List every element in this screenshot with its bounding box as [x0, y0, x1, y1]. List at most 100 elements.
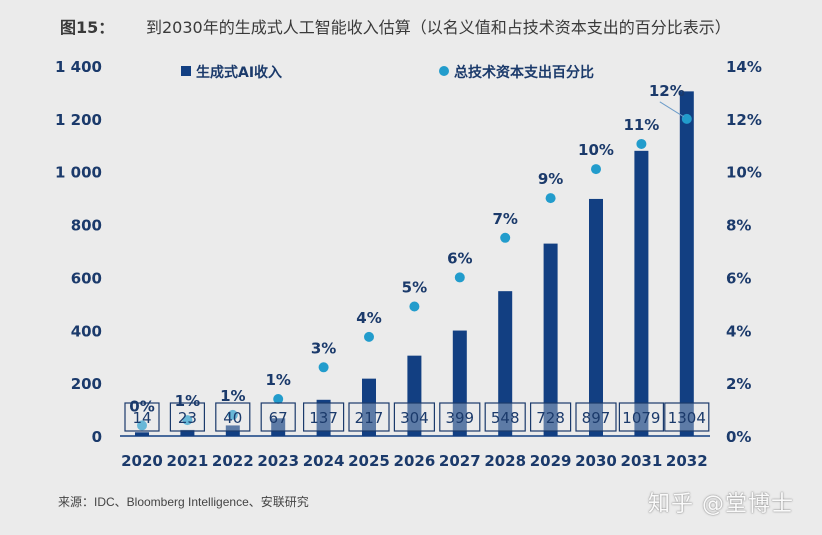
- percent-label: 12%: [649, 82, 685, 100]
- x-tick-label: 2031: [621, 452, 663, 470]
- bar-value-labels: 14 23 40 67 137 217 304 399 548 728 897 1079 1304: [124, 402, 710, 432]
- bar-value-label: 897: [582, 409, 611, 427]
- value-box: [575, 402, 617, 432]
- x-tick-label: 2025: [348, 452, 390, 470]
- bar: [589, 198, 603, 436]
- value-box: [260, 402, 296, 432]
- bar-value-label: 40: [223, 409, 242, 427]
- bar-value-label: 1304: [668, 409, 706, 427]
- percent-label: 9%: [538, 170, 563, 188]
- value-box: [393, 402, 435, 432]
- percent-dot: [318, 362, 329, 373]
- legend-dot-swatch: [439, 66, 449, 76]
- right-tick-label: 2%: [726, 375, 751, 393]
- x-tick-label: 2032: [666, 452, 708, 470]
- left-tick-label: 800: [71, 217, 102, 235]
- right-tick-label: 12%: [726, 111, 762, 129]
- bar-value-label: 67: [269, 409, 288, 427]
- value-box: [215, 402, 251, 432]
- right-tick-label: 4%: [726, 322, 751, 340]
- percent-label: 7%: [492, 210, 517, 228]
- watermark: 知乎 @堂博士: [648, 492, 794, 517]
- leader-line: [659, 101, 685, 118]
- left-axis: 0 200 400 600 800 1 000 1 200 1 400: [55, 58, 102, 446]
- bar-value-label: 217: [355, 409, 384, 427]
- bar: [407, 355, 422, 436]
- x-tick-label: 2021: [167, 452, 209, 470]
- value-box: [618, 402, 665, 432]
- percent-dot: [545, 193, 556, 204]
- bar: [679, 91, 694, 436]
- left-tick-label: 400: [71, 322, 102, 340]
- percent-dot: [182, 415, 193, 426]
- percent-label: 3%: [311, 339, 336, 357]
- percent-label: 5%: [402, 279, 427, 297]
- bar-series: [135, 91, 694, 437]
- legend-bar-label: 生成式AI收入: [196, 64, 282, 81]
- bar-value-label: 399: [445, 409, 474, 427]
- bar-value-label: 728: [536, 409, 565, 427]
- percent-label: 1%: [265, 371, 290, 389]
- value-box: [169, 402, 205, 432]
- value-box: [529, 402, 572, 432]
- bar: [498, 291, 513, 436]
- percent-label: 11%: [623, 116, 659, 134]
- percent-label: 6%: [447, 249, 472, 267]
- percent-dot: [137, 420, 147, 431]
- x-tick-label: 2027: [439, 452, 481, 470]
- bar: [180, 429, 195, 436]
- bar: [634, 150, 649, 437]
- percent-dot: [273, 394, 284, 404]
- value-box: [664, 402, 710, 432]
- percent-dot: [500, 232, 511, 243]
- title-text: 到2030年的生成式人工智能收入估算（以名义值和占技术资本支出的百分比表示）: [146, 18, 731, 37]
- right-tick-label: 14%: [726, 58, 762, 76]
- value-box: [303, 402, 345, 432]
- legend-bar-swatch: [181, 66, 191, 76]
- left-tick-label: 1 000: [55, 164, 102, 182]
- right-tick-label: 10%: [726, 164, 762, 182]
- bar: [452, 330, 467, 436]
- x-tick-label: 2026: [394, 452, 436, 470]
- percent-dot: [227, 409, 238, 420]
- x-tick-label: 2020: [121, 452, 163, 470]
- left-tick-label: 1 200: [55, 111, 102, 129]
- x-tick-label: 2024: [303, 452, 345, 470]
- right-tick-label: 6%: [726, 269, 751, 287]
- x-axis: 2020 2021 2022 2023 2024 2025 2026 2027 2028 2029…: [121, 452, 708, 470]
- right-axis: 0% 2% 4% 6% 8% 10% 12% 14%: [726, 58, 762, 446]
- percent-dot: [364, 331, 374, 342]
- x-tick-label: 2022: [212, 452, 254, 470]
- bar: [135, 432, 149, 436]
- legend: 生成式AI收入 总技术资本支出百分比: [181, 64, 594, 81]
- x-tick-label: 2028: [484, 452, 526, 470]
- x-tick-label: 2023: [257, 452, 299, 470]
- percent-label: 10%: [578, 141, 614, 159]
- right-tick-label: 0%: [726, 428, 751, 446]
- bar-value-label: 14: [132, 409, 151, 427]
- percent-label: 0%: [129, 397, 154, 415]
- bar-value-label: 137: [309, 409, 338, 427]
- x-tick-label: 2030: [575, 452, 617, 470]
- value-box: [124, 402, 160, 432]
- value-box: [348, 402, 390, 432]
- left-tick-label: 600: [71, 269, 102, 287]
- left-tick-label: 200: [71, 375, 102, 393]
- percent-label: 1%: [175, 392, 200, 410]
- source-note: 来源：IDC、Bloomberg Intelligence、安联研究: [58, 495, 309, 509]
- figure-label: 图15：: [60, 18, 115, 37]
- dot-series: [137, 113, 692, 431]
- bar: [316, 399, 331, 436]
- bar-value-label: 304: [400, 409, 429, 427]
- bar: [362, 378, 376, 436]
- right-tick-label: 8%: [726, 217, 751, 235]
- percent-dot: [636, 138, 647, 149]
- x-tick-label: 2029: [530, 452, 572, 470]
- bar-value-label: 1079: [622, 409, 660, 427]
- left-tick-label: 1 400: [55, 58, 102, 76]
- bar-value-label: 548: [491, 409, 520, 427]
- percent-labels: 0% 1% 1% 1% 3% 4% 5% 6% 7% 9% 10% 11% 12%: [129, 82, 684, 416]
- bar: [543, 243, 558, 436]
- bar-value-label: 23: [178, 409, 197, 427]
